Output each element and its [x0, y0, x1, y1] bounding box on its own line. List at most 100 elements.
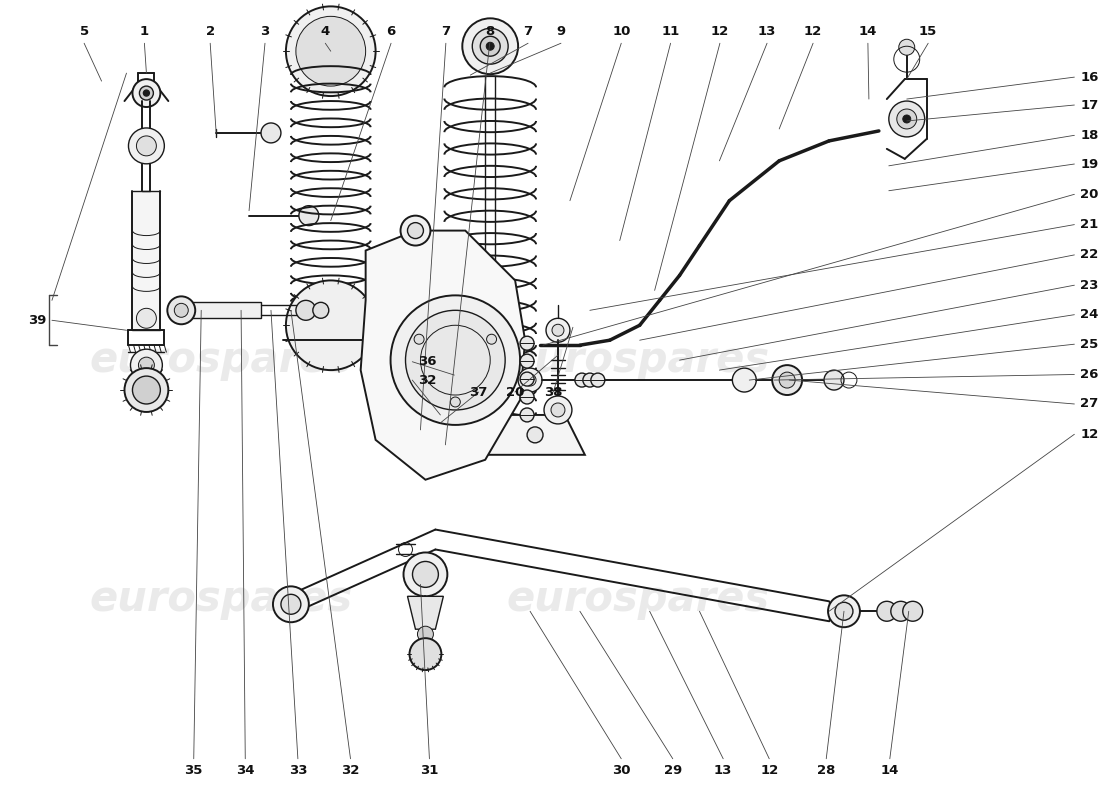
Circle shape — [312, 302, 329, 318]
Bar — [132, 190, 161, 330]
Text: 10: 10 — [612, 25, 630, 38]
Circle shape — [733, 368, 757, 392]
Circle shape — [835, 602, 852, 620]
Text: 19: 19 — [1080, 158, 1099, 170]
Text: eurospares: eurospares — [89, 578, 353, 620]
Text: 3: 3 — [261, 25, 270, 38]
Circle shape — [779, 372, 795, 388]
Circle shape — [143, 90, 150, 96]
Circle shape — [462, 18, 518, 74]
Text: 32: 32 — [418, 374, 437, 386]
Circle shape — [486, 334, 496, 344]
Text: 26: 26 — [1080, 368, 1099, 381]
Circle shape — [575, 373, 589, 387]
Text: 12: 12 — [760, 764, 779, 778]
Circle shape — [520, 408, 535, 422]
Circle shape — [299, 206, 319, 226]
Circle shape — [903, 602, 923, 622]
Text: 12: 12 — [711, 25, 729, 38]
Circle shape — [273, 586, 309, 622]
Text: 9: 9 — [557, 25, 565, 38]
Text: 34: 34 — [236, 764, 254, 778]
Circle shape — [404, 553, 448, 596]
Circle shape — [286, 281, 375, 370]
Text: 13: 13 — [714, 764, 733, 778]
Text: eurospares: eurospares — [506, 339, 769, 381]
Text: 20: 20 — [506, 386, 524, 398]
Circle shape — [136, 308, 156, 328]
Circle shape — [427, 383, 454, 411]
Text: 17: 17 — [1080, 98, 1099, 111]
Text: 11: 11 — [661, 25, 680, 38]
Circle shape — [140, 86, 153, 100]
Text: 1: 1 — [140, 25, 148, 38]
Text: 30: 30 — [612, 764, 630, 778]
Text: 21: 21 — [1080, 218, 1099, 231]
Polygon shape — [186, 302, 261, 318]
Circle shape — [139, 357, 154, 373]
Circle shape — [174, 303, 188, 318]
Circle shape — [433, 390, 448, 404]
Circle shape — [261, 123, 280, 143]
Circle shape — [824, 370, 844, 390]
Text: 25: 25 — [1080, 338, 1099, 350]
Text: 31: 31 — [420, 764, 439, 778]
Circle shape — [591, 373, 605, 387]
Circle shape — [544, 396, 572, 424]
Text: 39: 39 — [28, 314, 46, 326]
Circle shape — [899, 39, 915, 55]
Circle shape — [450, 397, 460, 407]
Text: 32: 32 — [341, 764, 360, 778]
Circle shape — [407, 222, 424, 238]
Circle shape — [520, 354, 535, 368]
Text: 35: 35 — [185, 764, 202, 778]
Text: 8: 8 — [485, 25, 494, 38]
Text: 6: 6 — [386, 25, 396, 38]
Circle shape — [409, 638, 441, 670]
Text: eurospares: eurospares — [89, 339, 353, 381]
Text: 13: 13 — [758, 25, 777, 38]
Circle shape — [129, 128, 164, 164]
Circle shape — [520, 390, 535, 404]
Circle shape — [414, 334, 425, 344]
Text: 33: 33 — [288, 764, 307, 778]
Circle shape — [472, 28, 508, 64]
Circle shape — [896, 109, 916, 129]
Circle shape — [486, 42, 494, 50]
Text: 14: 14 — [859, 25, 877, 38]
Circle shape — [400, 216, 430, 246]
Circle shape — [546, 318, 570, 342]
Polygon shape — [407, 596, 443, 630]
Circle shape — [518, 368, 542, 392]
Circle shape — [520, 336, 535, 350]
Circle shape — [418, 626, 433, 642]
Text: 16: 16 — [1080, 70, 1099, 84]
Circle shape — [891, 602, 911, 622]
Polygon shape — [426, 415, 585, 455]
Circle shape — [280, 594, 301, 614]
Text: 36: 36 — [418, 355, 437, 368]
Circle shape — [520, 372, 535, 386]
Circle shape — [552, 324, 564, 336]
Circle shape — [296, 16, 365, 86]
Text: 28: 28 — [817, 764, 835, 778]
Circle shape — [828, 595, 860, 627]
Circle shape — [136, 136, 156, 156]
Text: eurospares: eurospares — [506, 578, 769, 620]
Circle shape — [132, 376, 161, 404]
Text: 7: 7 — [441, 25, 450, 38]
Text: 20: 20 — [1080, 188, 1099, 201]
Circle shape — [583, 373, 597, 387]
Text: 38: 38 — [544, 386, 562, 398]
Circle shape — [772, 365, 802, 395]
Circle shape — [412, 562, 439, 587]
Circle shape — [406, 310, 505, 410]
Text: 14: 14 — [881, 764, 899, 778]
Circle shape — [903, 115, 911, 123]
Text: 23: 23 — [1080, 278, 1099, 292]
Circle shape — [132, 79, 161, 107]
Circle shape — [889, 101, 925, 137]
Circle shape — [481, 36, 500, 56]
Text: 12: 12 — [1080, 428, 1099, 441]
Text: 5: 5 — [79, 25, 89, 38]
